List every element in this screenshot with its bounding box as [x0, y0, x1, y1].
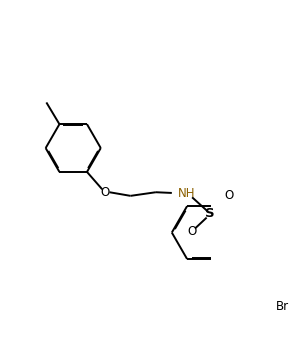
Text: O: O: [224, 189, 234, 202]
Text: NH: NH: [178, 187, 195, 200]
Text: Br: Br: [276, 300, 289, 313]
Text: O: O: [100, 186, 110, 199]
Text: S: S: [205, 207, 215, 221]
Text: O: O: [187, 225, 197, 238]
